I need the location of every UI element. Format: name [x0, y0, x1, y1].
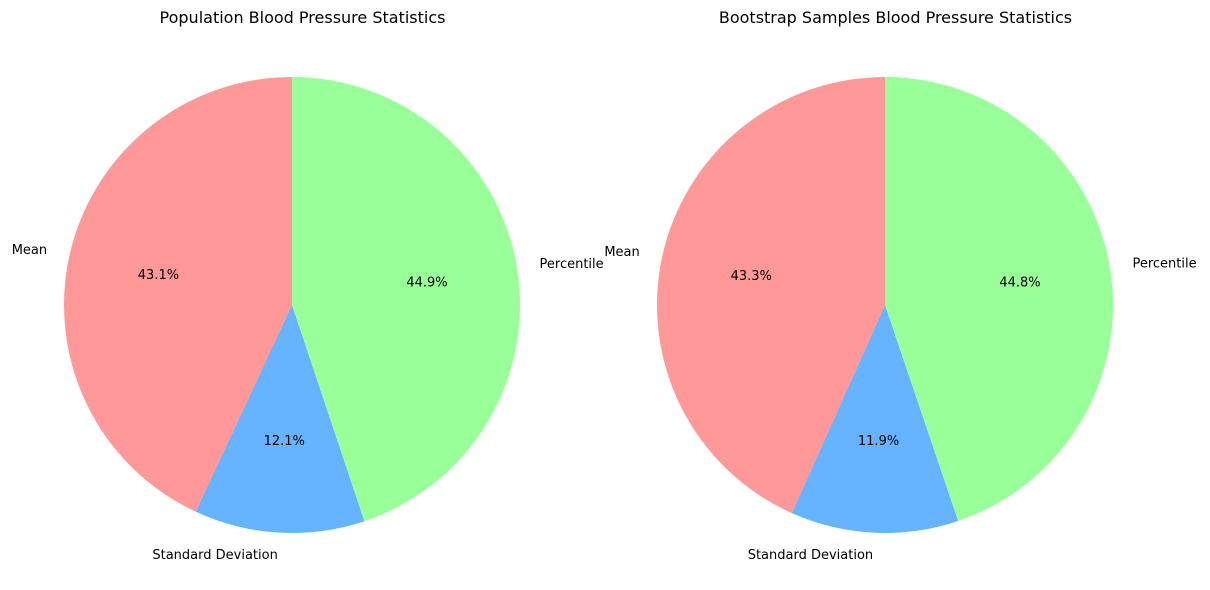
pie-slice-percentile [885, 77, 1113, 521]
pie-chart-population: Population Blood Pressure Statistics 43.… [12, 8, 604, 563]
pie-svg: 43.1% Mean 12.1% Standard Deviation 44.9% Per… [12, 76, 604, 563]
pie-slice-mean [64, 77, 292, 512]
chart-title: Population Blood Pressure Statistics [159, 8, 446, 27]
pie-slice-percentile [292, 76, 520, 522]
slice-category-label: Percentile [540, 257, 604, 272]
slice-percent-label: 11.9% [858, 434, 899, 449]
slice-category-label: Standard Deviation [152, 548, 277, 563]
slice-category-label: Mean [12, 243, 47, 258]
slice-percent-label: 12.1% [264, 434, 305, 449]
slice-category-label: Percentile [1132, 257, 1196, 272]
slice-percent-label: 44.8% [999, 275, 1040, 290]
pie-chart-bootstrap: Bootstrap Samples Blood Pressure Statist… [593, 0, 1198, 590]
slice-percent-label: 43.1% [138, 268, 179, 283]
chart-title: Bootstrap Samples Blood Pressure Statist… [718, 8, 1073, 27]
pie-slice-mean [657, 77, 885, 514]
pie-slice-standard-deviation [791, 305, 959, 534]
pie-slice-standard-deviation [195, 305, 365, 533]
pie-svg: 43.3% Mean 11.9% Standard Deviation 44.8% Per… [604, 77, 1197, 563]
slice-percent-label: 44.9% [406, 275, 447, 290]
slice-percent-label: 43.3% [731, 269, 772, 284]
slice-category-label: Mean [604, 245, 639, 260]
slice-category-label: Standard Deviation [748, 548, 873, 563]
